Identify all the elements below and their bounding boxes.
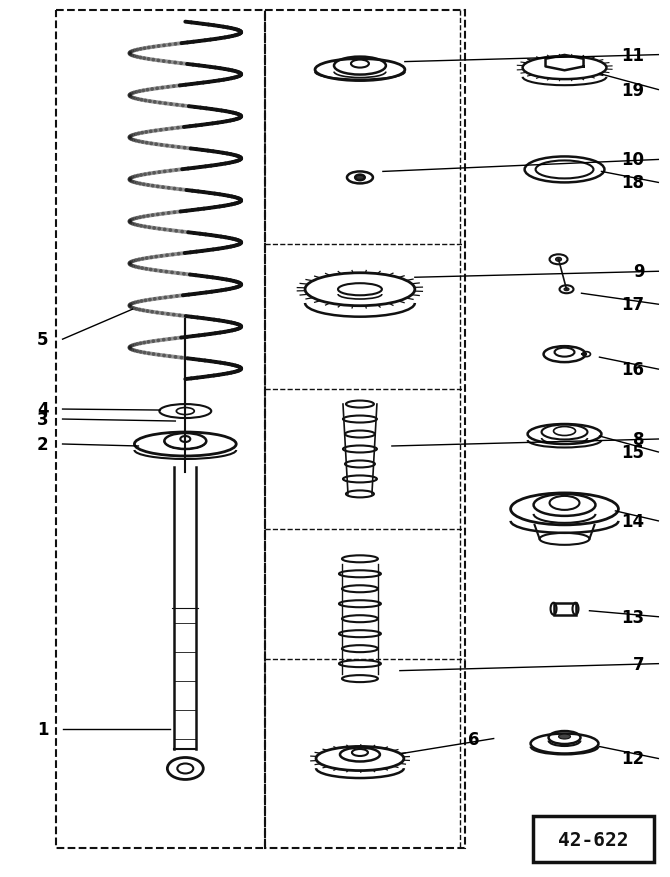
Ellipse shape <box>564 289 569 291</box>
Text: 11: 11 <box>621 46 645 65</box>
FancyBboxPatch shape <box>533 816 655 862</box>
Text: 17: 17 <box>621 296 645 314</box>
Text: 42-622: 42-622 <box>558 830 628 849</box>
Bar <box>553 603 576 615</box>
Text: 9: 9 <box>632 263 645 281</box>
Text: 14: 14 <box>621 512 645 531</box>
Text: 10: 10 <box>621 151 645 169</box>
Text: 19: 19 <box>621 82 645 99</box>
Text: 3: 3 <box>37 410 49 429</box>
Ellipse shape <box>555 258 561 262</box>
Text: 5: 5 <box>37 331 49 349</box>
Text: 18: 18 <box>621 175 645 192</box>
Bar <box>265 11 465 848</box>
Ellipse shape <box>559 734 571 739</box>
Bar <box>56 11 265 848</box>
Text: 12: 12 <box>621 750 645 767</box>
Text: 4: 4 <box>37 401 49 418</box>
Text: 6: 6 <box>468 730 480 748</box>
Text: 1: 1 <box>37 720 49 738</box>
Text: 13: 13 <box>621 608 645 626</box>
Text: 16: 16 <box>621 360 645 379</box>
Text: 15: 15 <box>621 444 645 461</box>
Ellipse shape <box>356 176 364 180</box>
Text: 2: 2 <box>37 436 49 453</box>
Text: 7: 7 <box>632 655 645 673</box>
Text: 8: 8 <box>633 431 645 448</box>
